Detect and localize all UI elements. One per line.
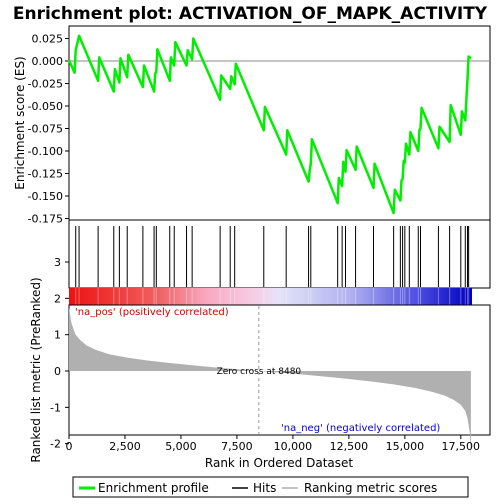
chart-title: Enrichment plot: ACTIVATION_OF_MAPK_ACTI… xyxy=(13,4,488,24)
legend-item-metric: Ranking metric scores xyxy=(282,481,437,495)
metric-y-tick-label: 3 xyxy=(54,256,61,269)
x-tick-label: 15,000 xyxy=(386,440,425,453)
es-y-axis-label: Enrichment score (ES) xyxy=(13,56,27,189)
es-y-tick-label: -0.100 xyxy=(28,145,63,158)
x-tick-label: 2,500 xyxy=(109,440,141,453)
legend-metric-label: Ranking metric scores xyxy=(304,481,437,495)
x-tick-label: 10,000 xyxy=(274,440,313,453)
x-axis-label: Rank in Ordered Dataset xyxy=(205,456,353,470)
legend-profile-label: Enrichment profile xyxy=(98,481,209,495)
rank-bar-ticks xyxy=(75,288,470,305)
es-y-tick-label: 0.000 xyxy=(32,55,64,68)
enrichment-profile xyxy=(67,34,472,215)
hits-panel-frame xyxy=(68,219,491,289)
es-y-tick-label: 0.025 xyxy=(32,33,64,46)
metric-y-tick-label: 0 xyxy=(54,365,61,378)
zero-cross-label: Zero cross at 8480 xyxy=(217,367,302,377)
legend-item-hits: Hits xyxy=(232,481,276,495)
x-tick-label: 17,500 xyxy=(442,440,481,453)
x-tick-label: 5,000 xyxy=(165,440,197,453)
es-y-tick-label: -0.150 xyxy=(28,190,63,203)
neg-correlated-label: 'na_neg' (negatively correlated) xyxy=(281,423,440,434)
metric-y-tick-label: 1 xyxy=(54,329,61,342)
hits-rug xyxy=(75,226,470,287)
legend-box xyxy=(72,476,469,498)
pos-correlated-label: 'na_pos' (positively correlated) xyxy=(75,307,229,318)
profile-line xyxy=(67,34,472,215)
x-tick-label: 7,500 xyxy=(221,440,253,453)
metric-y-axis: 3 2 1 0 -1 -2 xyxy=(50,256,69,451)
x-axis: 0 2,500 5,000 7,500 10,000 12,500 15,000 17,500 xyxy=(66,435,481,453)
x-tick-label: 12,500 xyxy=(330,440,369,453)
es-y-tick-label: -0.125 xyxy=(28,168,63,181)
metric-y-axis-label: Ranked list metric (PreRanked) xyxy=(29,277,43,462)
ranking-metric-area xyxy=(69,307,471,459)
es-y-tick-label: -0.025 xyxy=(28,78,63,91)
es-y-tick-label: -0.050 xyxy=(28,100,63,113)
metric-y-tick-label: -2 xyxy=(50,438,61,451)
es-y-axis: 0.025 0.000 -0.025 -0.050 -0.075 -0.100 -0.125… xyxy=(28,33,69,226)
legend-item-profile: Enrichment profile xyxy=(79,481,209,495)
x-tick-label: 0 xyxy=(66,440,73,453)
legend-hits-label: Hits xyxy=(253,481,276,495)
es-y-tick-label: -0.075 xyxy=(28,123,63,136)
es-y-tick-label: -0.175 xyxy=(28,213,63,226)
metric-y-tick-label: -1 xyxy=(50,401,61,414)
rank-color-bar xyxy=(69,288,472,305)
metric-y-tick-label: 2 xyxy=(54,292,61,305)
